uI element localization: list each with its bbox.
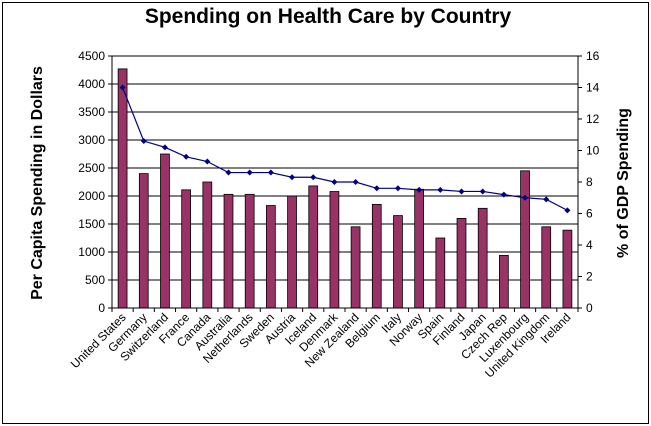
right-tick-label-7: 14 xyxy=(586,81,600,95)
left-tick-label-3: 1500 xyxy=(78,217,105,231)
gdp-marker-17 xyxy=(479,188,486,195)
bar-1 xyxy=(138,173,149,309)
gdp-line-series xyxy=(119,84,571,214)
gdp-marker-10 xyxy=(331,179,338,185)
left-tick-label-4: 2000 xyxy=(78,189,105,203)
left-tick-label-2: 1000 xyxy=(78,245,105,259)
left-tick-label-8: 4000 xyxy=(78,77,105,91)
gdp-marker-3 xyxy=(183,153,190,160)
gdp-marker-6 xyxy=(246,169,253,176)
left-tick-label-5: 2500 xyxy=(78,161,105,175)
bar-6 xyxy=(244,193,255,309)
bar-0 xyxy=(117,68,128,309)
gdp-marker-2 xyxy=(161,144,168,151)
gdp-marker-5 xyxy=(225,169,232,176)
gdp-marker-14 xyxy=(416,186,423,193)
right-tick-label-1: 2 xyxy=(586,270,593,284)
right-axis-ticks: 0 2 4 6 8 10 12 14 16 xyxy=(578,49,600,315)
gdp-marker-13 xyxy=(394,185,401,192)
right-tick-label-6: 12 xyxy=(586,112,600,126)
bar-15 xyxy=(435,237,446,309)
bar-4 xyxy=(202,181,213,309)
bar-9 xyxy=(308,185,319,309)
left-tick-label-9: 4500 xyxy=(78,49,105,63)
left-axis-title: Per Capita Spending in Dollars xyxy=(29,66,46,300)
bar-20 xyxy=(541,226,552,309)
gdp-marker-1 xyxy=(140,138,147,145)
gdp-marker-16 xyxy=(458,188,465,195)
left-tick-label-0: 0 xyxy=(98,301,105,315)
gdp-marker-0 xyxy=(119,84,126,91)
gdp-marker-11 xyxy=(352,179,359,185)
bar-13 xyxy=(393,215,403,309)
bar-19 xyxy=(520,170,530,309)
gdp-marker-15 xyxy=(437,186,444,193)
right-axis-title: % of GDP Spending xyxy=(615,108,632,258)
right-tick-label-0: 0 xyxy=(586,301,593,315)
gdp-marker-8 xyxy=(289,174,296,181)
chart-title: Spending on Health Care by Country xyxy=(145,5,512,28)
left-tick-label-7: 3500 xyxy=(78,105,105,119)
bar-11 xyxy=(350,226,361,309)
gdp-marker-9 xyxy=(310,174,317,181)
right-tick-label-5: 10 xyxy=(586,144,600,158)
bar-7 xyxy=(266,205,276,309)
bar-10 xyxy=(329,191,340,309)
left-tick-label-6: 3000 xyxy=(78,133,105,147)
bar-2 xyxy=(160,153,170,309)
bar-5 xyxy=(223,193,234,309)
gdp-marker-7 xyxy=(267,169,274,176)
bar-8 xyxy=(287,195,297,309)
gdp-marker-21 xyxy=(564,207,571,214)
bar-3 xyxy=(181,189,191,309)
gdp-marker-12 xyxy=(373,185,380,192)
gdp-marker-20 xyxy=(543,196,550,203)
bar-12 xyxy=(371,203,382,309)
bar-18 xyxy=(499,254,509,309)
category-labels: United StatesGermanySwitzerlandFranceCan… xyxy=(68,310,574,381)
bar-16 xyxy=(456,217,467,309)
bar-21 xyxy=(562,229,573,309)
bar-17 xyxy=(477,207,488,309)
gdp-marker-19 xyxy=(522,194,529,201)
gdp-marker-18 xyxy=(500,191,507,198)
left-axis-ticks: 0 500 1000 1500 2000 2500 3000 3500 4000 4500 xyxy=(78,49,112,315)
bar-14 xyxy=(414,188,424,309)
gdp-line xyxy=(122,87,568,211)
right-tick-label-2: 4 xyxy=(586,238,593,252)
left-tick-label-1: 500 xyxy=(85,273,105,287)
right-tick-label-3: 6 xyxy=(586,207,593,221)
right-tick-label-8: 16 xyxy=(586,49,600,63)
right-tick-label-4: 8 xyxy=(586,175,593,189)
gdp-marker-4 xyxy=(204,158,211,165)
